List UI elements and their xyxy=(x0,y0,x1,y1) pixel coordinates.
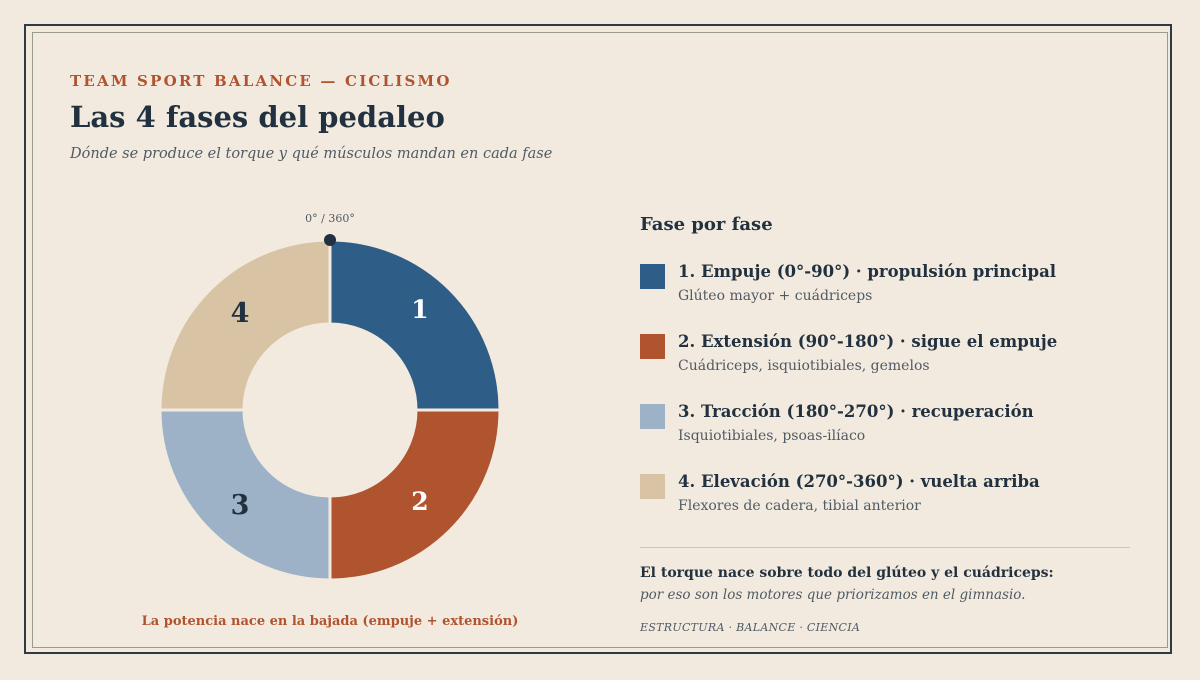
outer-frame xyxy=(24,24,1172,654)
legend-label: 4. Elevación (270°-360°) · vuelta arriba xyxy=(678,472,1040,491)
legend-label: 2. Extensión (90°-180°) · sigue el empuj… xyxy=(678,332,1058,351)
donut-segment-2 xyxy=(328,408,502,582)
legend-label: 1. Empuje (0°-90°) · propulsión principa… xyxy=(678,262,1057,281)
page-title: Las 4 fases del pedaleo xyxy=(70,100,445,134)
torque-note-bold: El torque nace sobre todo del glúteo y e… xyxy=(640,565,1054,581)
legend-swatch xyxy=(640,474,665,499)
page-subtitle: Dónde se produce el torque y qué músculo… xyxy=(70,146,553,162)
diagram-caption: La potencia nace en la bajada (empuje + … xyxy=(141,614,519,629)
legend-swatch xyxy=(640,334,665,359)
divider xyxy=(640,547,1130,548)
legend-description: Flexores de cadera, tibial anterior xyxy=(678,498,921,514)
donut-segment-3 xyxy=(158,408,332,582)
legend-description: Glúteo mayor + cuádriceps xyxy=(678,288,873,304)
inner-frame xyxy=(32,32,1168,648)
legend-swatch xyxy=(640,264,665,289)
pedal-cycle-donut: 1 2 3 4 0° / 360° xyxy=(158,212,502,582)
legend-label: 3. Tracción (180°-270°) · recuperación xyxy=(678,402,1034,421)
segment-number-3: 3 xyxy=(231,490,250,521)
segment-number-1: 1 xyxy=(411,295,428,324)
legend-description: Cuádriceps, isquiotibiales, gemelos xyxy=(678,358,930,374)
donut-segment-1 xyxy=(328,238,502,412)
segment-number-4: 4 xyxy=(231,298,250,329)
brand-eyebrow: TEAM SPORT BALANCE — CICLISMO xyxy=(70,72,452,90)
footer-tagline: ESTRUCTURA · BALANCE · CIENCIA xyxy=(640,621,861,634)
legend-title: Fase por fase xyxy=(640,214,773,235)
donut-segment-4 xyxy=(158,238,332,412)
legend-swatch xyxy=(640,404,665,429)
torque-note-italic: por eso son los motores que priorizamos … xyxy=(640,587,1026,603)
segment-number-2: 2 xyxy=(411,487,428,516)
start-marker-dot xyxy=(324,234,336,246)
start-marker-label: 0° / 360° xyxy=(305,212,355,225)
legend-description: Isquiotibiales, psoas-ilíaco xyxy=(678,428,866,444)
